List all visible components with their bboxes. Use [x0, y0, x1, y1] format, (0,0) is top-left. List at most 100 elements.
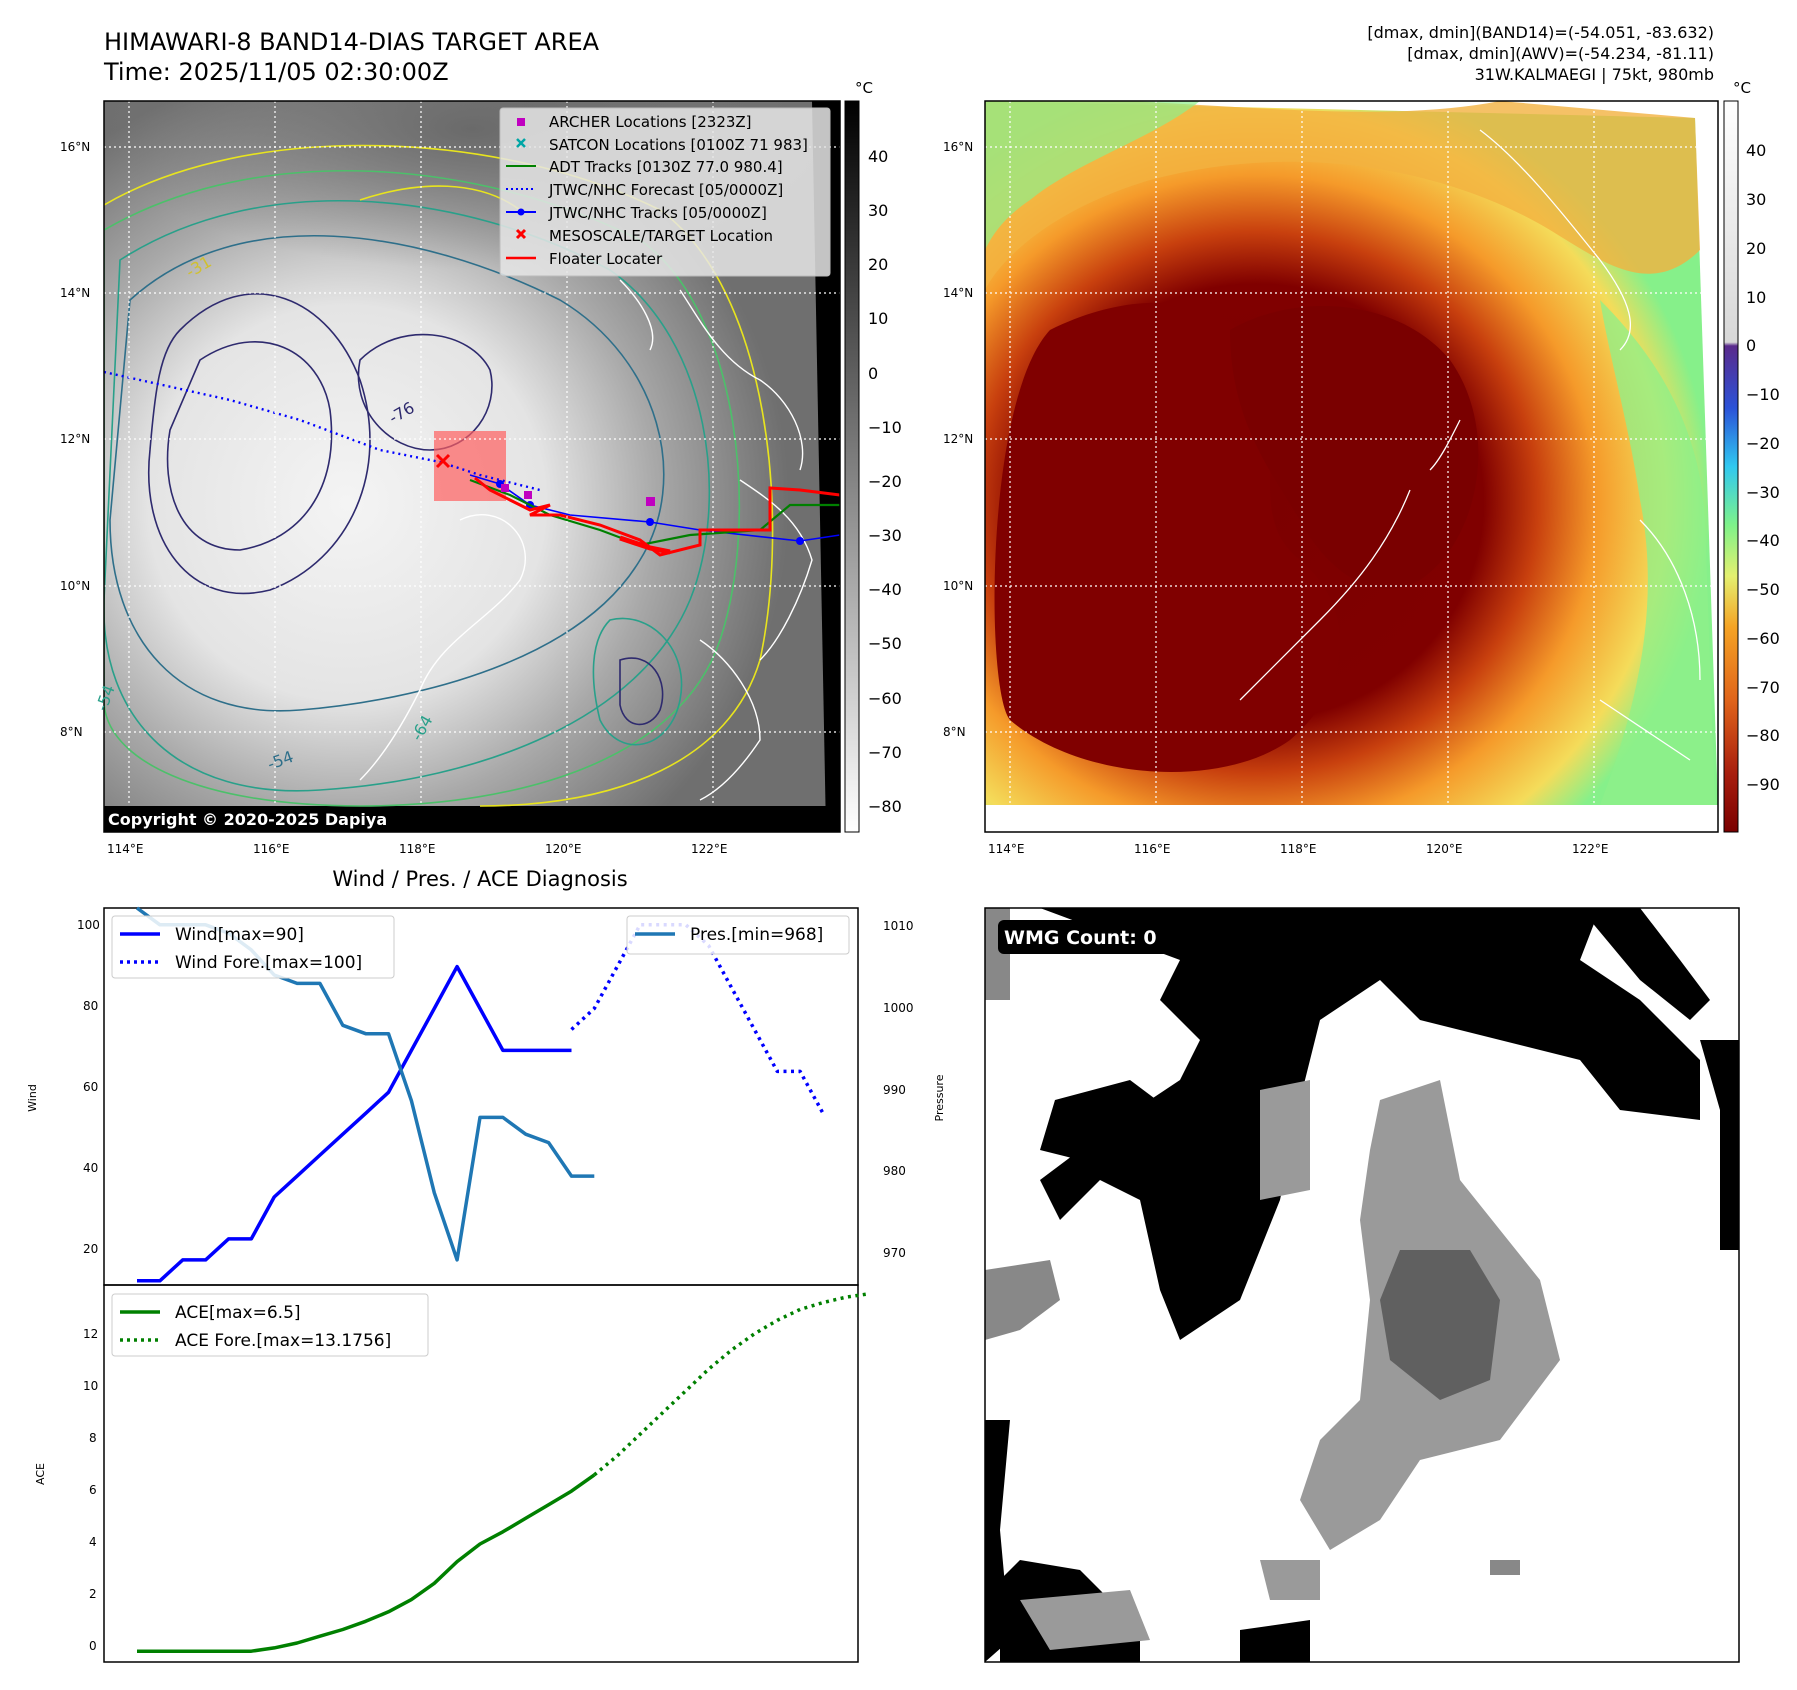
wind-tick: 20	[83, 1242, 98, 1256]
ace-ylabel: ACE	[34, 1463, 47, 1485]
wind-tick: 100	[77, 918, 100, 932]
cb2-tick: 20	[1746, 239, 1766, 258]
cb1-tick: −70	[868, 743, 902, 762]
lon-label: 114°E	[107, 842, 144, 856]
lat-label: 16°N	[943, 140, 973, 154]
legend-label: Floater Locater	[549, 250, 663, 268]
lat-label: 14°N	[60, 286, 90, 300]
cb1-tick: 40	[868, 147, 888, 166]
cb2-tick: −10	[1746, 385, 1780, 404]
pres-tick: 990	[883, 1083, 906, 1097]
floater-track	[474, 476, 840, 557]
cb1-tick: −30	[868, 526, 902, 545]
cb1-tick: 30	[868, 201, 888, 220]
legend-label: ADT Tracks [0130Z 77.0 980.4]	[549, 158, 783, 176]
cb1-tick: −40	[868, 580, 902, 599]
diagnosis-title: Wind / Pres. / ACE Diagnosis	[332, 867, 627, 891]
legend-label: ARCHER Locations [2323Z]	[549, 113, 752, 131]
wind-tick: 60	[83, 1080, 98, 1094]
pres-tick: 970	[883, 1246, 906, 1260]
cb2-tick: −80	[1746, 726, 1780, 745]
legend-label: JTWC/NHC Tracks [05/0000Z]	[548, 204, 767, 222]
lon-label: 122°E	[691, 842, 728, 856]
ir-colorbar: °C 40 30 20 10 0 −10 −20 −30 −40 −50 −60…	[844, 79, 902, 833]
legend-wind-fore: Wind Fore.[max=100]	[175, 953, 362, 973]
wind-ylabel: Wind	[26, 1084, 39, 1112]
dmax-awv: [dmax, dmin](AWV)=(-54.234, -81.11)	[1407, 44, 1714, 63]
lon-label: 122°E	[1572, 842, 1609, 856]
lat-label: 16°N	[60, 140, 90, 154]
ace-tick: 12	[83, 1327, 98, 1341]
wind-series-line	[137, 964, 572, 1283]
lat-label: 14°N	[943, 286, 973, 300]
wind-tick: 40	[83, 1161, 98, 1175]
thermal-coastlines	[1239, 129, 1701, 761]
cb1-tick: −80	[868, 797, 902, 816]
wmg-count: WMG Count: 0	[1004, 927, 1157, 949]
lat-label: 10°N	[943, 579, 973, 593]
cb2-tick: −40	[1746, 531, 1780, 550]
lon-label: 120°E	[1426, 842, 1463, 856]
cb1-tick: 20	[868, 255, 888, 274]
legend-label: SATCON Locations [0100Z 71 983]	[549, 136, 808, 154]
wmg-panel: WMG Count: 0	[984, 907, 1740, 1663]
pres-tick: 1000	[883, 1001, 914, 1015]
lon-label: 118°E	[1280, 842, 1317, 856]
legend-ace: ACE[max=6.5]	[175, 1303, 301, 1323]
cb1-tick: −10	[868, 418, 902, 437]
lat-label: 12°N	[943, 432, 973, 446]
pres-tick: 1010	[883, 919, 914, 933]
cb2-tick: 10	[1746, 288, 1766, 307]
cb2-tick: −90	[1746, 775, 1780, 794]
wind-tick: 80	[83, 999, 98, 1013]
lat-label: 8°N	[943, 725, 966, 739]
lon-label: 114°E	[988, 842, 1025, 856]
colorbar-unit: °C	[855, 79, 873, 97]
copyright-text: Copyright © 2020-2025 Dapiya	[108, 810, 387, 829]
storm-info: 31W.KALMAEGI | 75kt, 980mb	[1475, 65, 1714, 84]
cb2-tick: −60	[1746, 629, 1780, 648]
cb2-tick: −30	[1746, 483, 1780, 502]
ace-series-line	[137, 1473, 596, 1653]
legend-label: JTWC/NHC Forecast [05/0000Z]	[548, 181, 783, 199]
cb2-tick: −70	[1746, 678, 1780, 697]
cloud-top-contours	[104, 144, 774, 807]
map-legend: ARCHER Locations [2323Z] SATCON Location…	[499, 107, 831, 277]
ace-tick: 8	[89, 1431, 97, 1445]
wind-pres-panel: 100 80 60 40 20 1010 1000 990 980 970 Wi…	[26, 906, 946, 1286]
lon-label: 116°E	[1134, 842, 1171, 856]
colorbar-unit: °C	[1733, 79, 1751, 97]
cb1-tick: 0	[868, 364, 878, 383]
pres-tick: 980	[883, 1164, 906, 1178]
legend-wind: Wind[max=90]	[175, 925, 304, 945]
dmax-band14: [dmax, dmin](BAND14)=(-54.051, -83.632)	[1367, 23, 1714, 42]
lon-label: 116°E	[253, 842, 290, 856]
pres-ylabel: Pressure	[933, 1074, 946, 1121]
cb2-tick: −50	[1746, 580, 1780, 599]
ace-tick: 2	[89, 1587, 97, 1601]
ace-tick: 6	[89, 1483, 97, 1497]
ace-tick: 0	[89, 1639, 97, 1653]
lat-label: 10°N	[60, 579, 90, 593]
cb1-tick: −50	[868, 634, 902, 653]
ace-tick: 10	[83, 1379, 98, 1393]
cb1-tick: −60	[868, 689, 902, 708]
ace-tick: 4	[89, 1535, 97, 1549]
ace-lines	[137, 1292, 869, 1653]
lat-label: 12°N	[60, 432, 90, 446]
ace-panel: 12 10 8 6 4 2 0 ACE ACE[max=6.5] ACE For…	[34, 1284, 869, 1663]
cb2-tick: −20	[1746, 434, 1780, 453]
thermal-colorbar: °C 40 30 20 10 0 −10 −20 −30 −40 −50 −60…	[1723, 79, 1780, 833]
cb2-tick: 40	[1746, 141, 1766, 160]
cb2-tick: 0	[1746, 336, 1756, 355]
cb1-tick: 10	[868, 309, 888, 328]
lon-label: 120°E	[545, 842, 582, 856]
jtwc-forecast-track	[104, 370, 541, 492]
ace-forecast-line	[593, 1292, 869, 1477]
lon-label: 118°E	[399, 842, 436, 856]
lat-label: 8°N	[60, 725, 83, 739]
legend-label: MESOSCALE/TARGET Location	[549, 227, 773, 245]
legend-pres: Pres.[min=968]	[690, 925, 823, 945]
cb1-tick: −20	[868, 472, 902, 491]
legend-ace-fore: ACE Fore.[max=13.1756]	[175, 1331, 391, 1351]
